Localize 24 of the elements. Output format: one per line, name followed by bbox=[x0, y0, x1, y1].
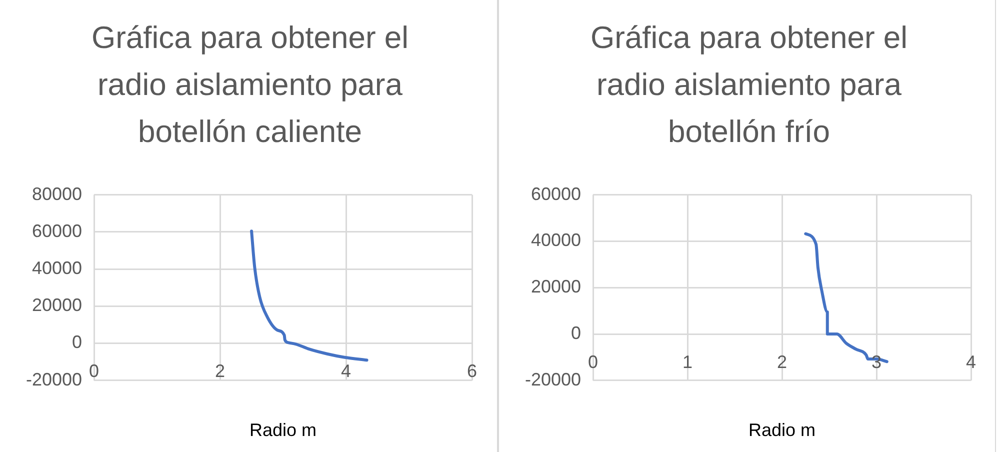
y-tick-label: 40000 bbox=[530, 230, 582, 250]
x-tick-label: 4 bbox=[966, 352, 976, 372]
x-tick-label: 2 bbox=[215, 361, 226, 382]
x-axis-title: Radio m bbox=[250, 420, 317, 440]
y-tick-label: 20000 bbox=[32, 295, 82, 316]
y-tick-label: 60000 bbox=[530, 184, 582, 204]
line-series bbox=[250, 230, 368, 362]
y-tick-label: 20000 bbox=[530, 276, 582, 297]
x-tick-label: 1 bbox=[682, 352, 693, 372]
y-tick-label: -20000 bbox=[26, 369, 82, 390]
x-tick-label: 0 bbox=[89, 361, 100, 382]
y-tick-label: -20000 bbox=[524, 369, 582, 390]
y-tick-label: 40000 bbox=[32, 258, 82, 278]
x-tick-label: 4 bbox=[341, 361, 352, 382]
y-tick-label: 0 bbox=[571, 322, 582, 343]
chart-title: Gráfica para obtener el radio aislamiento para botellón caliente bbox=[90, 19, 410, 151]
x-tick-label: 0 bbox=[588, 352, 598, 372]
x-tick-label: 6 bbox=[466, 361, 478, 382]
y-tick-label: 60000 bbox=[32, 220, 82, 241]
chart-title: Gráfica para obtener el radio aislamiento para botellón frío bbox=[589, 19, 909, 151]
x-axis-title: Radio m bbox=[748, 420, 816, 440]
y-tick-label: 80000 bbox=[32, 184, 82, 204]
x-tick-label: 2 bbox=[777, 352, 788, 372]
y-tick-label: 0 bbox=[72, 332, 82, 352]
